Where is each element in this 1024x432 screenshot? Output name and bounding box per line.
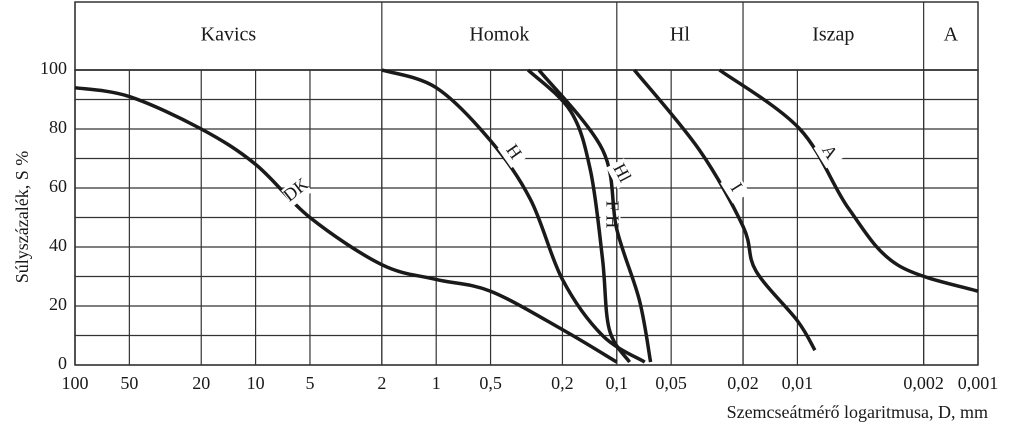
x-tick-label: 10 <box>247 373 265 393</box>
curve <box>74 85 618 364</box>
x-tick-label: 0,02 <box>727 373 759 393</box>
x-tick-label: 1 <box>432 373 441 393</box>
x-tick-label: 5 <box>305 373 314 393</box>
curve-label-bg <box>720 172 750 204</box>
x-axis-label: Szemcseátmérő logaritmusa, D, mm <box>727 402 988 422</box>
y-tick-label: 80 <box>49 117 67 137</box>
x-tick-label: 0,5 <box>479 373 502 393</box>
y-tick-label: 20 <box>49 294 67 314</box>
curve-label-bg <box>606 158 636 189</box>
x-tick-label: 0,001 <box>958 373 999 393</box>
x-tick-label: 0,05 <box>655 373 687 393</box>
curve-label: Hl <box>609 160 635 185</box>
curve <box>381 68 646 364</box>
curve <box>718 68 979 293</box>
zone-label: Iszap <box>812 24 854 46</box>
curve-label: F H <box>602 201 622 229</box>
x-tick-label: 50 <box>120 373 138 393</box>
zone-label: A <box>944 24 959 46</box>
x-tick-label: 0,1 <box>606 373 629 393</box>
y-tick-label: 0 <box>58 353 67 373</box>
y-axis-label: Súlyszázalék, S % <box>12 151 32 283</box>
curve <box>526 68 632 364</box>
zone-label: Homok <box>469 24 529 46</box>
x-tick-label: 0,002 <box>903 373 944 393</box>
x-tick-label: 0,2 <box>551 373 574 393</box>
curve <box>632 68 817 352</box>
zone-label: Hl <box>670 24 690 46</box>
curve <box>537 68 653 363</box>
curve-label-bg <box>281 175 313 207</box>
curve-label-bg <box>497 137 528 169</box>
plot-frame <box>74 69 979 366</box>
x-tick-label: 20 <box>192 373 210 393</box>
x-tick-label: 0,01 <box>782 373 814 393</box>
curve-label: DK <box>279 174 312 206</box>
x-tick-label: 100 <box>62 373 89 393</box>
y-tick-label: 100 <box>40 58 67 78</box>
zone-label: Kavics <box>201 24 257 46</box>
curve-label-bg <box>813 137 844 169</box>
y-tick-label: 60 <box>49 176 67 196</box>
x-tick-label: 2 <box>377 373 386 393</box>
y-tick-label: 40 <box>49 235 67 255</box>
